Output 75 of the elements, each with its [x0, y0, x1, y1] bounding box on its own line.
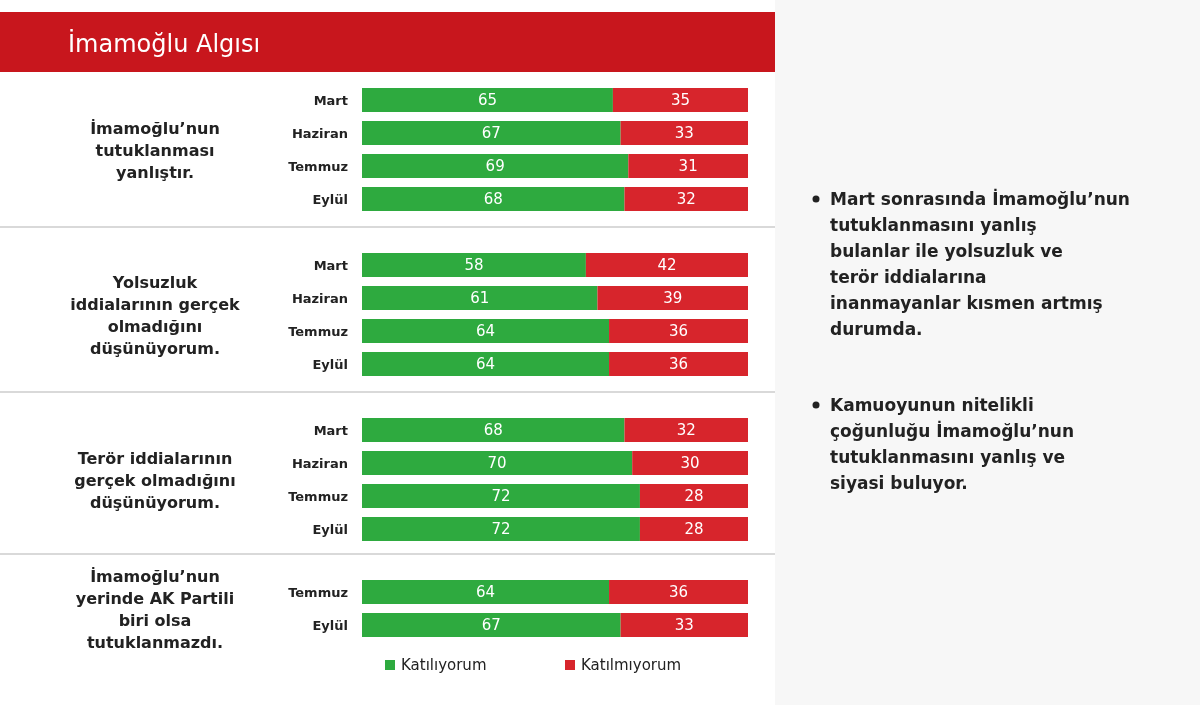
data-label: 67 — [481, 616, 501, 634]
y-tick-label: Temmuz — [288, 585, 348, 600]
data-label: 64 — [475, 355, 496, 373]
y-tick-label: Temmuz — [288, 324, 348, 339]
bar — [362, 352, 610, 376]
y-axis-title: İmamoğlu’nun tutuklanması yanlıştır. — [90, 118, 220, 182]
y-tick-label: Eylül — [312, 192, 348, 207]
bar — [362, 88, 613, 112]
text: Mart sonrasında İmamoğlu’nun tutuklanmasını yanlış bulanlar ile yolsuzluk ve terör iddialarına inanmayanlar kısmen artmış durumda. — [830, 188, 1130, 339]
bar — [585, 253, 748, 277]
y-tick-label: Haziran — [291, 291, 348, 306]
bar — [362, 484, 640, 508]
y-tick-label: Eylül — [312, 522, 348, 537]
bar — [362, 121, 621, 145]
data-label: 31 — [678, 157, 698, 175]
y-tick-label: Temmuz — [288, 159, 348, 174]
data-label: 69 — [485, 157, 505, 175]
data-label: 68 — [483, 421, 503, 439]
data-label: 35 — [670, 91, 690, 109]
data-label: 36 — [668, 583, 689, 601]
bar — [362, 451, 633, 475]
bar — [624, 418, 748, 442]
legend-label: Katılıyorum — [401, 656, 487, 674]
bar — [609, 352, 748, 376]
data-label: 67 — [481, 124, 501, 142]
bar — [362, 154, 629, 178]
bar — [620, 121, 748, 145]
bar — [639, 484, 748, 508]
data-label: 64 — [475, 322, 496, 340]
bar — [597, 286, 748, 310]
y-tick-label: Eylül — [312, 357, 348, 372]
data-label: 33 — [674, 124, 694, 142]
data-label: 64 — [475, 583, 496, 601]
data-label: 39 — [663, 289, 683, 307]
y-tick-label: Mart — [313, 258, 348, 273]
data-label: 36 — [668, 355, 689, 373]
data-label: 32 — [676, 190, 696, 208]
bar — [609, 319, 748, 343]
y-tick-label: Temmuz — [288, 489, 348, 504]
bar — [612, 88, 748, 112]
y-axis-title: Terör iddialarının gerçek olmadığını düşünüyorum. — [74, 448, 236, 512]
data-label: 33 — [674, 616, 694, 634]
bar — [624, 187, 748, 211]
bar — [639, 517, 748, 541]
data-label: 28 — [684, 520, 704, 538]
y-tick-label: Eylül — [312, 618, 348, 633]
y-axis-title: İmamoğlu’nun yerinde AK Partili biri olsa tutuklanmazdı. — [75, 566, 235, 652]
data-label: 30 — [680, 454, 700, 472]
data-label: 65 — [477, 91, 497, 109]
y-tick-label: Mart — [313, 423, 348, 438]
data-label: 42 — [657, 256, 677, 274]
data-label: 72 — [491, 487, 511, 505]
bar — [362, 319, 610, 343]
data-label: 36 — [668, 322, 689, 340]
data-label: 58 — [464, 256, 484, 274]
data-label: 72 — [491, 520, 511, 538]
data-label: 61 — [470, 289, 490, 307]
bar — [628, 154, 748, 178]
y-tick-label: Mart — [313, 93, 348, 108]
data-label: 68 — [483, 190, 503, 208]
text: Kamuoyunun nitelikli çoğunluğu İmamoğlu’nun tutuklanmasını yanlış ve siyasi buluyor. — [830, 395, 1075, 493]
data-label: 70 — [487, 454, 507, 472]
bar — [362, 187, 625, 211]
data-label: 28 — [684, 487, 704, 505]
bar — [362, 253, 586, 277]
legend-label: Katılmıyorum — [581, 656, 682, 674]
y-tick-label: Haziran — [291, 456, 348, 471]
data-label: 32 — [676, 421, 696, 439]
bar — [362, 418, 625, 442]
bar — [632, 451, 748, 475]
bar — [362, 286, 598, 310]
y-tick-label: Haziran — [291, 126, 348, 141]
bar — [362, 517, 640, 541]
text: İmamoğlu Algısı — [68, 29, 261, 58]
y-axis-title: Yolsuzluk iddialarının gerçek olmadığını düşünüyorum. — [70, 272, 241, 358]
